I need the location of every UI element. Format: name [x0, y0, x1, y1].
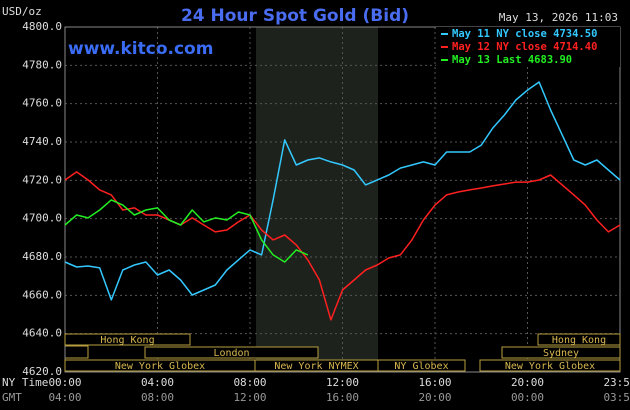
- session-label: NY Globex: [394, 361, 448, 372]
- x2-tick-label: 12:00: [233, 391, 266, 404]
- y-tick-label: 4780.0: [22, 58, 62, 71]
- shaded-session: [256, 27, 378, 372]
- x2-tick-label: 03:59: [603, 391, 630, 404]
- y-tick-label: 4660.0: [22, 288, 62, 301]
- legend-label: May 13 Last 4683.90: [452, 54, 572, 66]
- x-tick-label: 16:00: [418, 376, 451, 389]
- x2-tick-label: 00:00: [511, 391, 544, 404]
- session-label: Hong Kong: [552, 335, 606, 346]
- series-line: [64, 171, 621, 321]
- y-tick-label: 4680.0: [22, 250, 62, 263]
- plot-border: [64, 26, 621, 373]
- x2-tick-label: 16:00: [326, 391, 359, 404]
- session-box: [144, 346, 319, 359]
- series-line: [64, 199, 309, 263]
- y-tick-label: 4620.0: [22, 365, 62, 378]
- x-tick-label: 08:00: [233, 376, 266, 389]
- legend-box: [436, 27, 620, 67]
- session-box: [377, 359, 466, 372]
- chart-title: 24 Hour Spot Gold (Bid): [181, 6, 409, 26]
- x-tick-label: 04:00: [141, 376, 174, 389]
- session-box: [537, 333, 621, 346]
- y-tick-label: 4800.0: [22, 20, 62, 33]
- legend-label: May 11 NY close 4734.50: [452, 28, 597, 40]
- watermark: www.kitco.com: [68, 39, 213, 59]
- series-line: [64, 81, 621, 301]
- session-label: New York Globex: [115, 361, 205, 372]
- x-row-label: NY Time: [2, 376, 48, 389]
- x2-tick-label: 04:00: [48, 391, 81, 404]
- legend-label: May 12 NY close 4714.40: [452, 41, 597, 53]
- x-tick-label: 23:59: [603, 376, 630, 389]
- session-label: New York NYMEX: [274, 361, 358, 372]
- y-tick-label: 4720.0: [22, 173, 62, 186]
- session-box: [64, 333, 191, 346]
- x-tick-label: 12:00: [326, 376, 359, 389]
- y-tick-label: 4700.0: [22, 212, 62, 225]
- timestamp: May 13, 2026 11:03: [499, 11, 618, 24]
- x2-tick-label: 08:00: [141, 391, 174, 404]
- y-axis-label: USD/oz: [2, 5, 42, 18]
- x2-row-label: GMT: [2, 391, 22, 404]
- session-label: New York Globex: [505, 361, 595, 372]
- x2-tick-label: 20:00: [418, 391, 451, 404]
- x-tick-label: 00:00: [48, 376, 81, 389]
- session-box: [501, 346, 621, 359]
- y-tick-label: 4640.0: [22, 327, 62, 340]
- session-label: Hong Kong: [100, 335, 154, 346]
- session-label: Sydney: [543, 348, 579, 359]
- session-label: London: [213, 348, 249, 359]
- x-tick-label: 20:00: [511, 376, 544, 389]
- session-box: [479, 359, 621, 372]
- y-tick-label: 4760.0: [22, 97, 62, 110]
- y-tick-label: 4740.0: [22, 135, 62, 148]
